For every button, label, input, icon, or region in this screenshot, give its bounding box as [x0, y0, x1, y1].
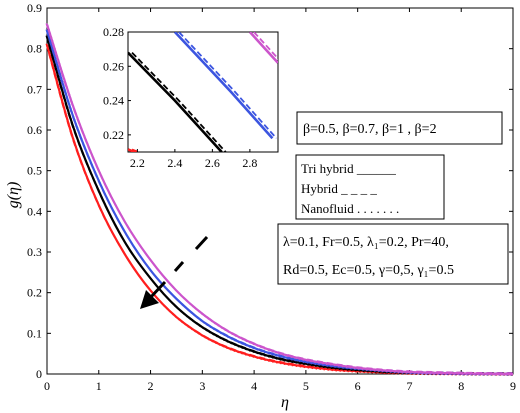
parameter-line-2: Rd=0.5, Ec=0.5, γ=0,5, γ₁=0.5 [283, 263, 454, 278]
arrow-dash-1 [194, 235, 209, 251]
legend-entry-hybrid: Hybrid _ _ _ _ [301, 181, 377, 196]
x-tick-label: 8 [458, 379, 464, 393]
inset-series-line-2-dashed [131, 51, 227, 152]
inset-x-tick-label: 2.6 [205, 156, 220, 170]
arrow-head-icon [140, 290, 159, 309]
y-tick-label: 0.5 [27, 164, 42, 178]
legend-entry-tri-hybrid: Tri hybrid ______ [301, 161, 396, 176]
inset-x-tick-label: 2.4 [167, 156, 182, 170]
arrow-shaft [148, 280, 167, 300]
x-tick-label: 0 [44, 379, 50, 393]
inset-series-line-1-solid [128, 148, 139, 152]
inset-y-tick-label: 0.28 [103, 25, 124, 39]
inset-y-ticks: 0.22 0.24 0.26 0.28 [103, 25, 131, 142]
arrow-dash-2 [173, 261, 185, 272]
y-tick-label: 0.8 [27, 42, 42, 56]
legend [295, 154, 445, 220]
y-tick-label: 0.3 [27, 245, 42, 259]
inset-y-tick-label: 0.26 [103, 59, 124, 73]
beta-text: β=0.5, β=0.7, β=1 , β=2 [303, 122, 437, 137]
x-tick-label: 2 [148, 379, 154, 393]
x-tick-label: 7 [406, 379, 412, 393]
parameter-box [277, 223, 509, 285]
inset-y-tick-label: 0.22 [103, 128, 124, 142]
y-tick-label: 0.1 [27, 326, 42, 340]
y-axis-ticks: 0 0.1 0.2 0.3 0.4 0.5 0.6 0.7 0.8 0.9 [27, 1, 513, 381]
inset-x-tick-label: 2.8 [242, 156, 257, 170]
x-axis-label: η [281, 394, 289, 411]
x-tick-label: 4 [251, 379, 257, 393]
inset-y-tick-label: 0.24 [103, 94, 124, 108]
inset-series-line-1-dashed [131, 148, 141, 152]
inset-series-line-3-dashed [178, 32, 278, 139]
x-tick-label: 3 [199, 379, 205, 393]
inset-x-tick-label: 2.2 [130, 156, 145, 170]
inset-series-line-2-solid [128, 51, 223, 152]
inset-x-ticks: 2.2 2.4 2.6 2.8 [130, 149, 257, 170]
x-axis-ticks: 0 1 2 3 4 5 6 7 8 9 [44, 8, 516, 393]
inset-frame [127, 31, 279, 153]
curves [45, 23, 514, 376]
y-tick-label: 0.4 [27, 204, 42, 218]
x-tick-label: 9 [510, 379, 516, 393]
beta-box [296, 111, 503, 145]
x-tick-label: 6 [355, 379, 361, 393]
parameter-line-1: λ=0.1, Fr=0.5, λ₁=0.2, Pr=40, [283, 235, 449, 250]
y-tick-label: 0.2 [27, 286, 42, 300]
inset-curves [128, 32, 278, 152]
y-tick-label: 0.6 [27, 123, 42, 137]
x-tick-label: 1 [96, 379, 102, 393]
y-axis-label: g(η) [5, 182, 22, 209]
y-tick-label: 0 [36, 367, 42, 381]
inset-series-line-4-solid [248, 32, 278, 64]
legend-entry-nanofluid: Nanofluid . . . . . . . [301, 201, 399, 216]
inset-series-line-3-solid [173, 32, 274, 140]
x-tick-label: 5 [303, 379, 309, 393]
inset-series-line-4-dashed [253, 32, 278, 60]
y-tick-label: 0.9 [27, 1, 42, 15]
y-tick-label: 0.7 [27, 82, 42, 96]
